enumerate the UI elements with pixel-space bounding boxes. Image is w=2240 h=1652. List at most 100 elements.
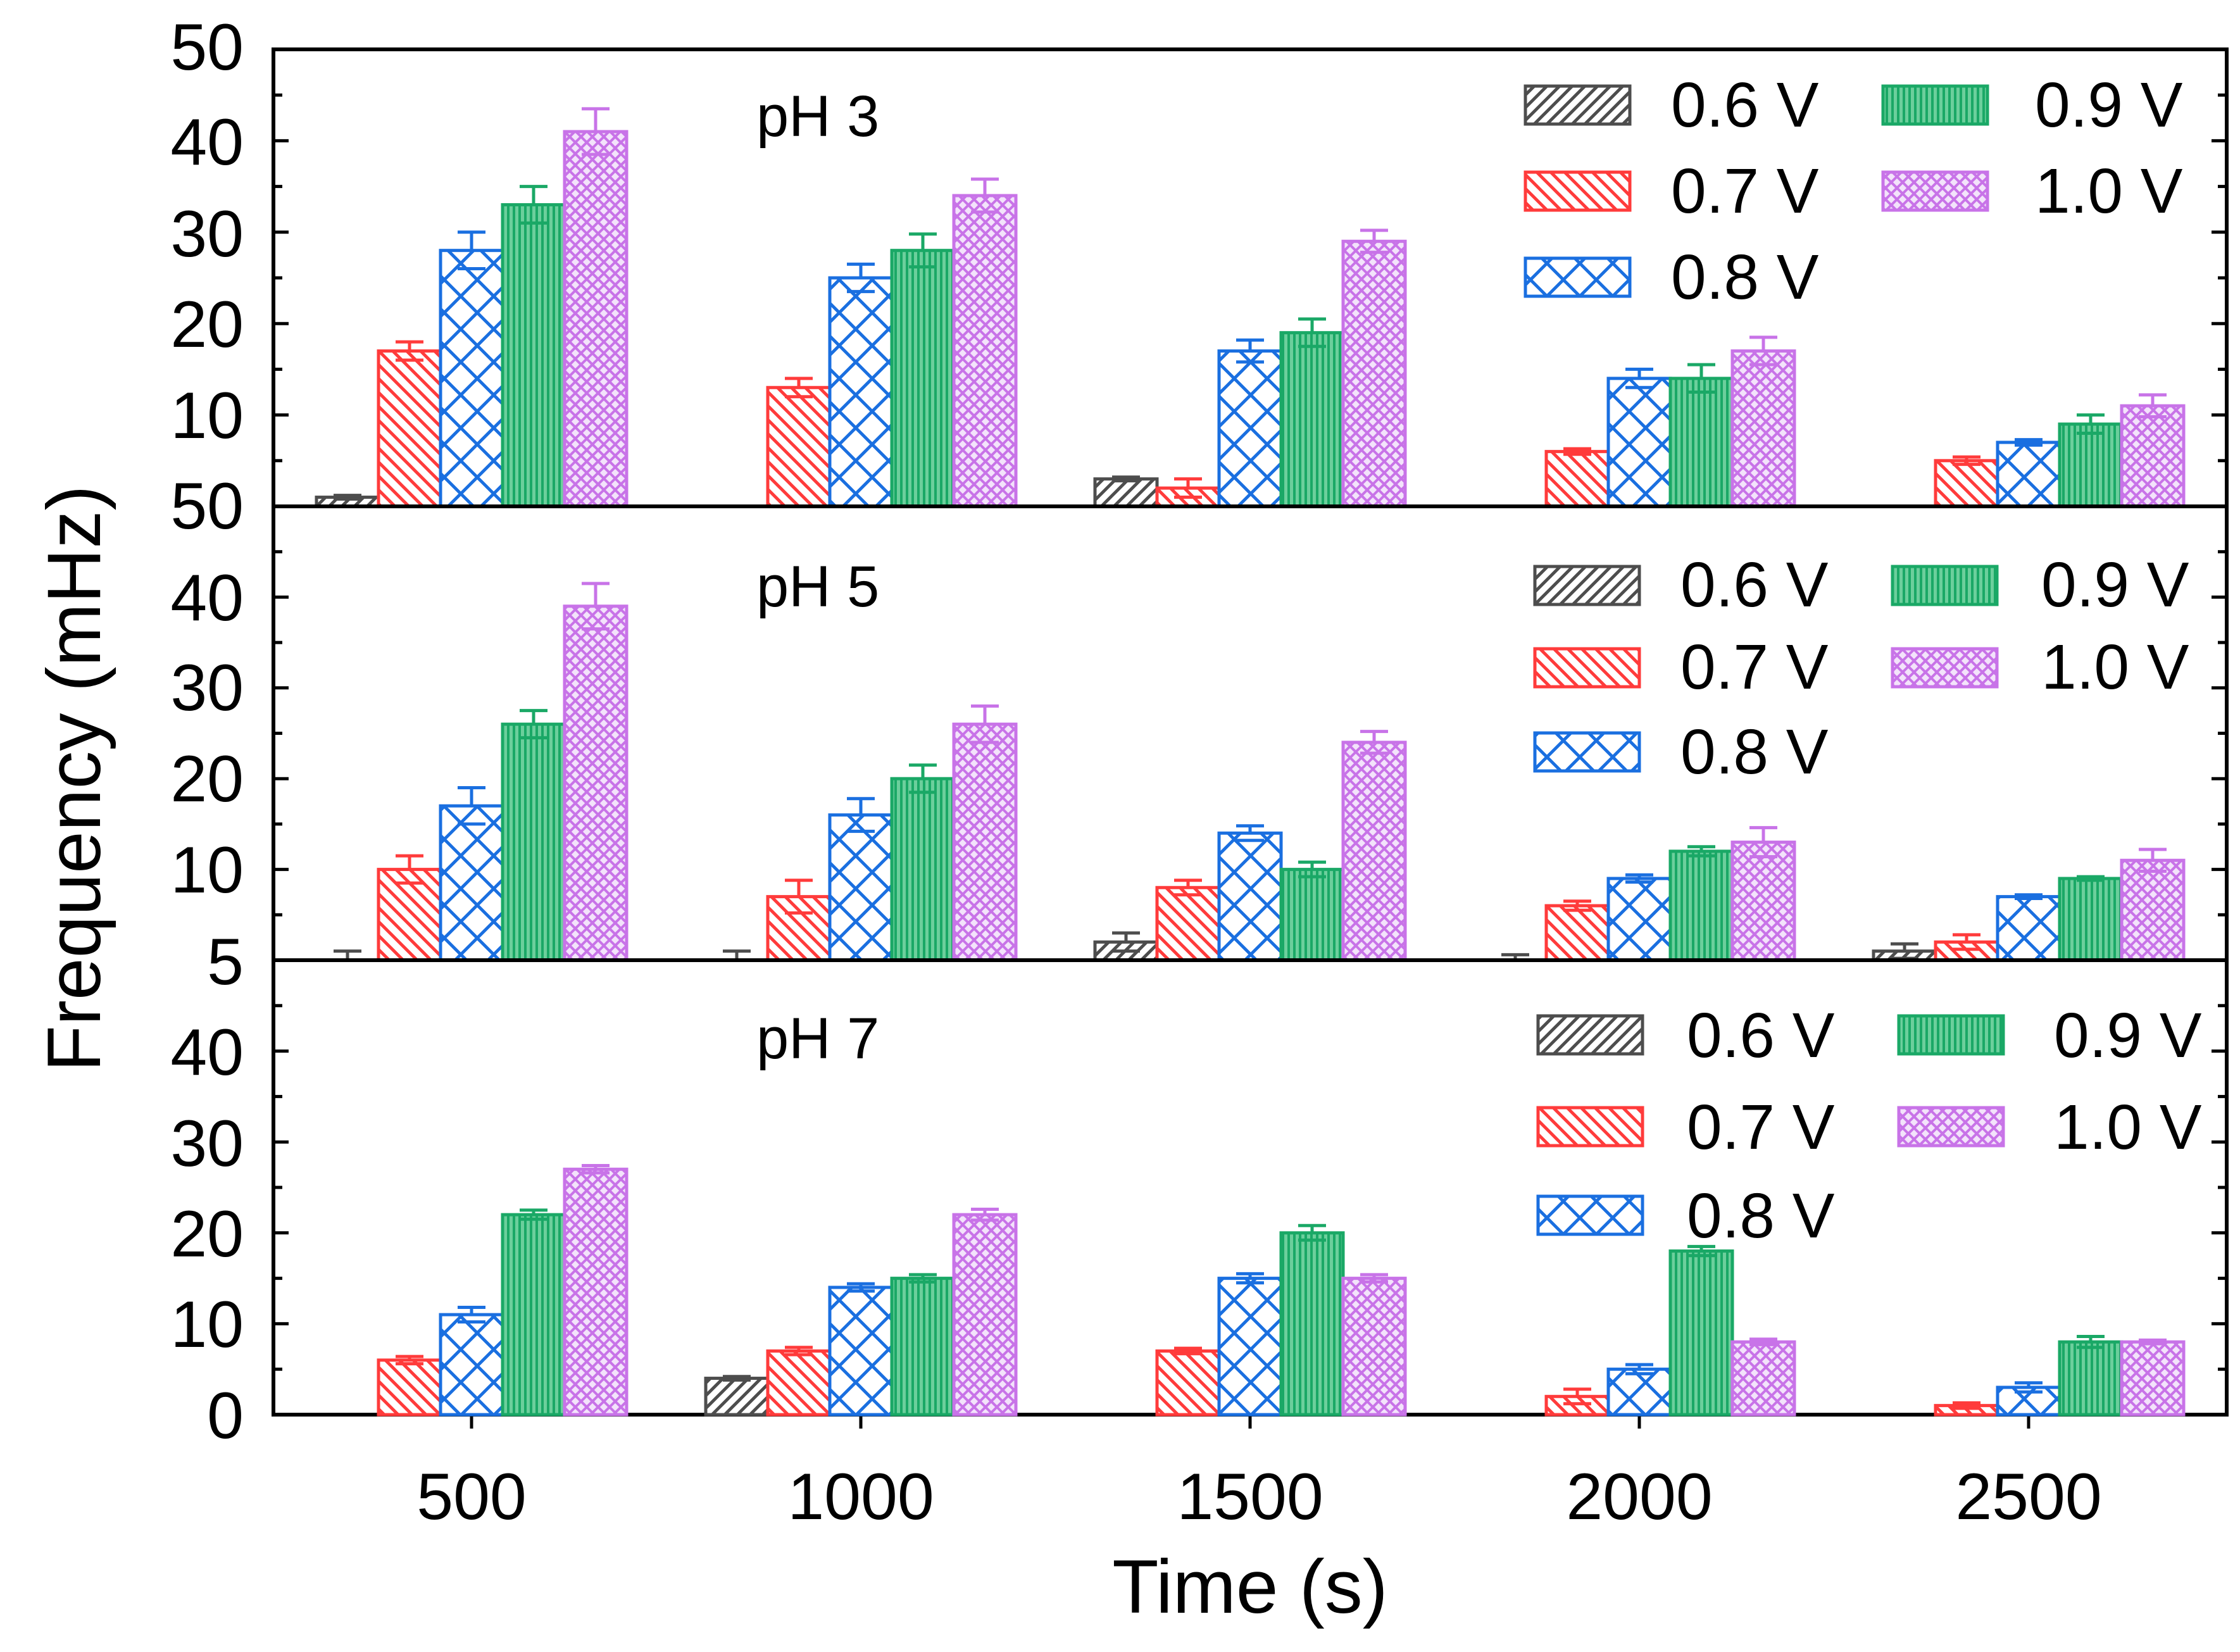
bar-ph5-1_0V-1500 [1341, 741, 1407, 962]
y-tick-label: 40 [170, 1016, 244, 1089]
y-tick-label: 30 [170, 197, 244, 271]
bar-ph7-0_8V-2000 [1606, 1367, 1672, 1417]
bar-ph7-1_0V-1000 [952, 1213, 1018, 1417]
legend-swatch-1.0 [1891, 647, 1999, 689]
bar-ph3-1_0V-2000 [1730, 349, 1796, 508]
bar-ph3-1_0V-2500 [2120, 404, 2186, 508]
legend-swatch-0.6 [1524, 84, 1632, 126]
y-tick-label: 20 [170, 1198, 244, 1271]
bar-ph7-1_0V-1500 [1341, 1277, 1407, 1417]
legend-swatch-0.8 [1536, 1194, 1644, 1236]
bar-ph7-0_9V-1500 [1279, 1231, 1345, 1417]
bar-ph3-0_9V-2000 [1668, 377, 1734, 508]
bar-ph7-0_7V-500 [377, 1358, 442, 1417]
y-ticks-panel-ph3: 50 40 30 20 10 [170, 11, 244, 453]
bar-ph7-0_8V-500 [439, 1313, 504, 1417]
legend-label-0.9: 0.9 V [2035, 70, 2183, 141]
bar-ph7-0_8V-1500 [1217, 1277, 1283, 1417]
legend-swatch-0.7 [1524, 170, 1632, 212]
bar-ph3-0_8V-1000 [828, 276, 894, 508]
bar-ph3-1_0V-1500 [1341, 239, 1407, 508]
bar-ph7-0_9V-500 [501, 1213, 566, 1417]
legend-label-0.8: 0.8 V [1671, 242, 1819, 313]
legend-ph5: 0.6 V 0.7 V 0.8 V 0.9 V 1.0 V [1533, 549, 2189, 787]
bar-ph7-0_9V-1000 [890, 1277, 956, 1417]
legend-label-0.7: 0.7 V [1671, 156, 1819, 227]
legend-label-0.7: 0.7 V [1680, 632, 1829, 703]
y-tick-label: 10 [170, 834, 244, 907]
bar-ph5-1_0V-2000 [1730, 841, 1796, 962]
legend-label-0.9: 0.9 V [2041, 549, 2189, 620]
y-ticks-panel-ph7: 50 40 30 20 10 0 [170, 1016, 244, 1453]
bar-ph3-0_8V-500 [439, 249, 504, 508]
legend-swatch-0.9 [1897, 1014, 2005, 1056]
bar-ph5-0_9V-2000 [1668, 849, 1734, 962]
bar-ph3-0_7V-2000 [1544, 449, 1610, 508]
bar-ph3-1_0V-1000 [952, 194, 1018, 508]
legend-label-0.6: 0.6 V [1687, 1000, 1835, 1071]
legend-ph7: 0.6 V 0.7 V 0.8 V 0.9 V 1.0 V [1536, 1000, 2202, 1251]
legend-ph3: 0.6 V 0.7 V 0.8 V 0.9 V 1.0 V [1524, 70, 2183, 313]
bar-ph3-0_7V-500 [377, 349, 442, 508]
x-tick-label-1500: 1500 [1177, 1460, 1323, 1534]
panels-layer [272, 47, 2229, 1429]
bar-ph3-0_9V-2500 [2058, 422, 2124, 508]
bar-ph7-0_7V-1000 [766, 1349, 832, 1417]
bar-ph3-0_7V-1000 [766, 385, 832, 508]
bar-ph7-0_6V-1000 [704, 1377, 770, 1417]
bar-ph5-0_7V-2500 [1934, 940, 1999, 962]
bar-ph5-0_8V-2000 [1606, 877, 1672, 962]
y-tick-label: 40 [170, 106, 244, 179]
bar-ph7-0_7V-1500 [1155, 1349, 1221, 1417]
bar-ph5-1_0V-500 [563, 604, 629, 962]
bar-ph3-0_6V-1500 [1093, 477, 1159, 508]
x-axis-title: Time (s) [1112, 1544, 1387, 1629]
legend-label-0.9: 0.9 V [2054, 1000, 2202, 1071]
x-tick-label-2000: 2000 [1566, 1460, 1712, 1534]
legend-swatch-0.8 [1524, 256, 1632, 298]
bar-ph7-1_0V-500 [563, 1167, 629, 1417]
legend-swatch-0.9 [1891, 565, 1999, 606]
legend-swatch-0.9 [1881, 84, 1989, 126]
bar-ph5-0_9V-1500 [1279, 868, 1345, 962]
bar-ph3-1_0V-500 [563, 130, 629, 508]
y-tick-label: 5 [207, 925, 244, 999]
bar-ph7-0_9V-2500 [2058, 1340, 2124, 1417]
y-tick-label: 30 [170, 1107, 244, 1180]
legend-swatch-0.6 [1536, 1014, 1644, 1056]
bar-ph5-0_9V-500 [501, 722, 566, 962]
bar-ph5-0_9V-1000 [890, 777, 956, 962]
bar-ph3-0_8V-1500 [1217, 349, 1283, 508]
y-axis-title: Frequency (mHz) [32, 485, 116, 1072]
bar-ph3-0_9V-500 [501, 203, 566, 508]
y-tick-label: 0 [207, 1379, 244, 1453]
bar-ph3-0_9V-1500 [1279, 331, 1345, 508]
bar-ph5-0_8V-2500 [1996, 895, 2062, 962]
legend-swatch-1.0 [1881, 170, 1989, 212]
bar-ph3-0_8V-2500 [1996, 441, 2062, 508]
bar-ph3-0_9V-1000 [890, 249, 956, 508]
legend-label-0.6: 0.6 V [1680, 549, 1829, 620]
legend-swatch-0.8 [1533, 731, 1641, 773]
legend-label-0.8: 0.8 V [1687, 1180, 1835, 1251]
bar-ph7-1_0V-2000 [1730, 1340, 1796, 1417]
bar-ph7-0_9V-2000 [1668, 1249, 1734, 1417]
bar-ph5-1_0V-1000 [952, 722, 1018, 962]
y-tick-label: 20 [170, 742, 244, 816]
legend-swatch-0.7 [1533, 647, 1641, 689]
y-ticks-panel-ph5: 50 40 30 20 10 5 [170, 470, 244, 999]
legend-swatch-1.0 [1897, 1106, 2005, 1148]
y-tick-label: 50 [170, 470, 244, 543]
legend-swatch-0.7 [1536, 1106, 1644, 1148]
legend-label-0.8: 0.8 V [1680, 716, 1829, 787]
panel-label-ph5: pH 5 [756, 554, 879, 619]
bar-ph3-0_8V-2000 [1606, 377, 1672, 508]
x-tick-label-500: 500 [416, 1460, 527, 1534]
bar-ph5-0_7V-1500 [1155, 885, 1221, 962]
x-tick-label-1000: 1000 [787, 1460, 934, 1534]
bar-ph3-0_7V-2500 [1934, 459, 1999, 508]
bar-ph5-1_0V-2500 [2120, 858, 2186, 962]
legend-label-1.0: 1.0 V [2035, 156, 2183, 227]
y-tick-label: 20 [170, 288, 244, 361]
